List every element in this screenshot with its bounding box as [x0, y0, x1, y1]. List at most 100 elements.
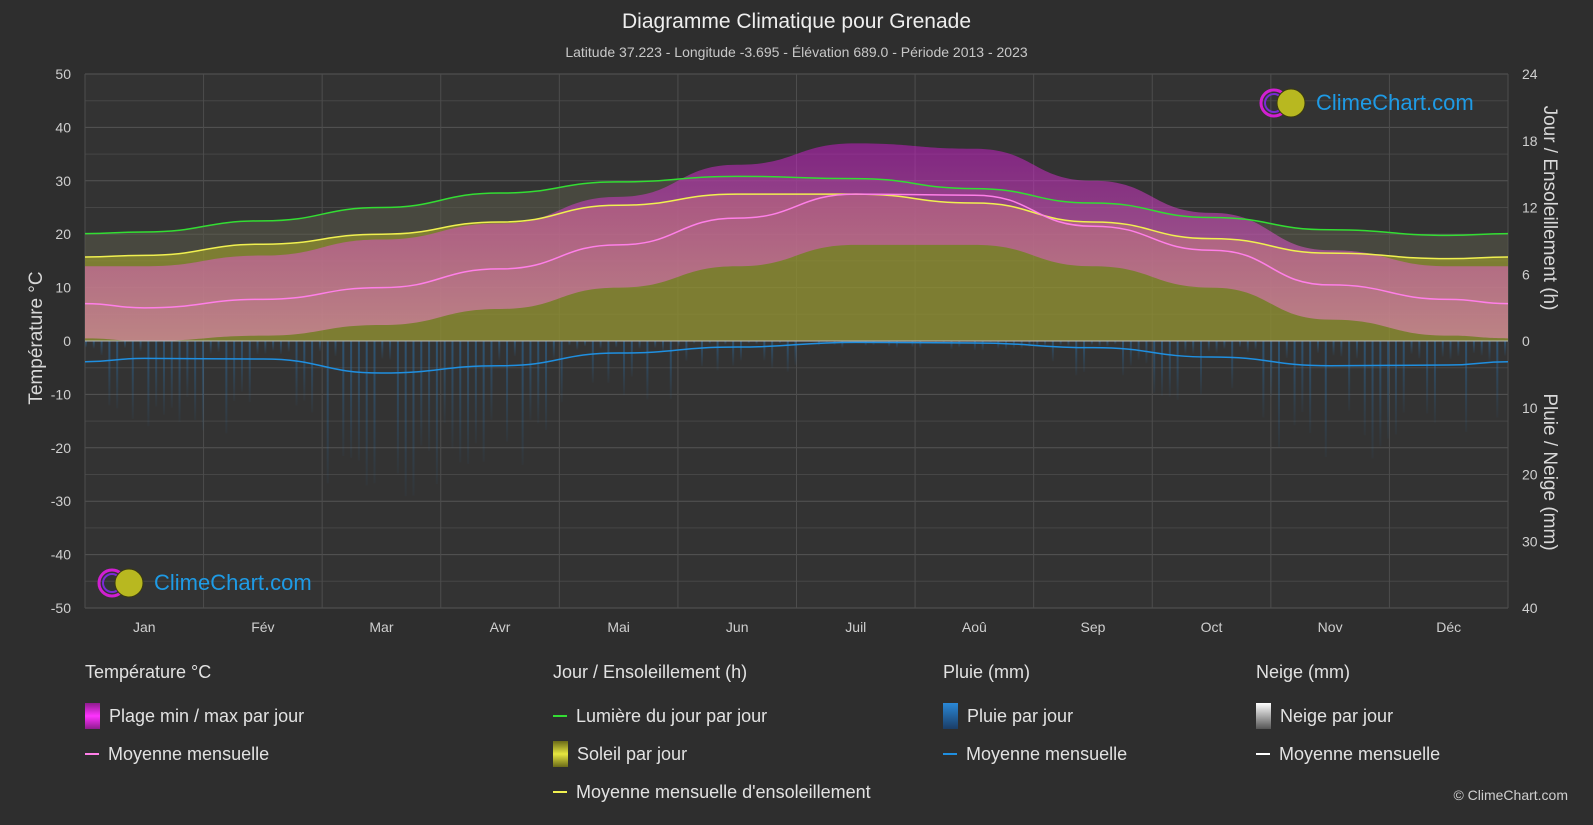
legend-snow-daily-item: Neige par jour — [1256, 697, 1440, 735]
rain-bar — [1480, 341, 1483, 356]
rain-bar — [155, 341, 158, 407]
rain-bar — [1340, 341, 1343, 357]
rain-bar — [615, 341, 618, 348]
rain-bar — [311, 341, 314, 413]
rain-bar — [264, 341, 267, 354]
rain-bar — [1176, 341, 1179, 400]
rain-bar — [778, 341, 781, 344]
logo-bottom[interactable]: ClimeChart.com — [96, 567, 312, 599]
rain-bar — [178, 341, 181, 422]
rain-bar — [1277, 341, 1280, 448]
rain-bar — [1200, 341, 1203, 395]
rain-bar — [997, 341, 1000, 349]
rain-bar — [428, 341, 431, 451]
tick-layer: 50 40 30 20 10 0 -10 -20 -30 -40 -50 24 18 12 6 0 10 20 30… — [51, 66, 1538, 635]
rain-bar — [217, 341, 220, 352]
rain-bar — [1363, 341, 1366, 436]
legend-temperature: Température °C Plage min / max par jour … — [85, 662, 304, 773]
legend-daylight-item: Lumière du jour par jour — [553, 697, 871, 735]
rain-bar — [201, 341, 204, 431]
chart-subtitle: Latitude 37.223 - Longitude -3.695 - Élé… — [565, 44, 1028, 60]
legend-sunshine-item: Soleil par jour — [553, 735, 871, 773]
legend-snow-mean-label: Moyenne mensuelle — [1279, 743, 1441, 764]
rain-bar — [1441, 341, 1444, 357]
legend-sun-mean-item: Moyenne mensuelle d'ensoleillement — [553, 773, 871, 811]
rain-bar — [1044, 341, 1047, 346]
x-tick-month: Nov — [1318, 619, 1343, 635]
rain-bar — [490, 341, 493, 420]
rain-bar — [1067, 341, 1070, 347]
logo-top[interactable]: ClimeChart.com — [1258, 87, 1474, 119]
rain-bar — [864, 341, 867, 346]
rain-bar — [396, 341, 399, 474]
rain-bar — [1231, 341, 1234, 389]
logo-text: ClimeChart.com — [1316, 90, 1474, 115]
x-tick-month: Mai — [607, 619, 630, 635]
rain-bar — [895, 341, 898, 348]
x-tick-month: Mar — [369, 619, 393, 635]
rain-bar — [1472, 341, 1475, 353]
rain-bar — [170, 341, 173, 408]
rain-bar — [443, 341, 446, 423]
rain-bar — [623, 341, 626, 396]
rain-bar — [1293, 341, 1296, 426]
rain-bar — [1410, 341, 1413, 354]
x-tick-month: Jan — [133, 619, 156, 635]
y-tick-left: -10 — [51, 386, 71, 402]
chart-title: Diagramme Climatique pour Grenade — [622, 10, 971, 33]
rain-bar — [1223, 341, 1226, 349]
rain-bar — [240, 341, 243, 392]
rain-bar — [584, 341, 587, 347]
legend-snow-mean-item: Moyenne mensuelle — [1256, 735, 1440, 773]
legend-temp-range-item: Plage min / max par jour — [85, 697, 304, 735]
rain-bar — [365, 341, 368, 486]
legend-rain-mean-item: Moyenne mensuelle — [943, 735, 1127, 773]
rain-bar — [545, 341, 548, 430]
rain-bar — [373, 341, 376, 484]
logo-text: ClimeChart.com — [154, 570, 312, 595]
rain-bar — [1246, 341, 1249, 353]
legend-rain-mean-label: Moyenne mensuelle — [966, 743, 1128, 764]
rain-bar — [708, 341, 711, 344]
legend-snow-daily-label: Neige par jour — [1280, 705, 1394, 726]
rain-bar — [576, 341, 579, 350]
rain-bar — [194, 341, 197, 421]
rain-bar — [100, 341, 103, 356]
rain-bar — [256, 341, 259, 355]
rain-bar — [732, 341, 735, 366]
rain-bar — [474, 341, 477, 444]
legend-snow-header: Neige (mm) — [1256, 662, 1351, 682]
rain-bar — [116, 341, 119, 409]
legend-daylight-label: Lumière du jour par jour — [576, 705, 768, 726]
rain-bar — [420, 341, 423, 446]
rain-bar — [1254, 341, 1257, 350]
rain-bar — [786, 341, 789, 372]
y-axis-left-label: Température °C — [26, 271, 47, 405]
rain-bar — [529, 341, 532, 421]
rain-bar — [942, 341, 945, 343]
rain-mean-swatch — [943, 753, 957, 755]
rain-bar — [1465, 341, 1468, 432]
rain-bar — [560, 341, 563, 403]
rain-bar — [1215, 341, 1218, 353]
rain-bar — [1371, 341, 1374, 459]
rain-bar — [209, 341, 212, 354]
y-axis-right-precip-label: Pluie / Neige (mm) — [1539, 393, 1560, 551]
rain-bar — [537, 341, 540, 424]
x-tick-month: Jun — [726, 619, 749, 635]
rain-bar — [1332, 341, 1335, 356]
legend-rain-header: Pluie (mm) — [943, 662, 1031, 682]
legend-rain: Pluie (mm) Pluie par jour Moyenne mensue… — [943, 662, 1127, 773]
rain-bar — [919, 341, 922, 349]
y-tick-right-sun: 12 — [1522, 200, 1538, 216]
temp-range-area — [85, 143, 1508, 341]
rain-bar — [1106, 341, 1109, 347]
y-tick-left: -40 — [51, 547, 71, 563]
x-tick-month: Déc — [1436, 619, 1461, 635]
rain-bar — [357, 341, 360, 461]
rain-bar — [1309, 341, 1312, 434]
rain-bar — [1129, 341, 1132, 366]
rain-bar — [342, 341, 345, 457]
rain-bar — [1262, 341, 1265, 418]
climechart-logo-icon — [97, 568, 144, 598]
